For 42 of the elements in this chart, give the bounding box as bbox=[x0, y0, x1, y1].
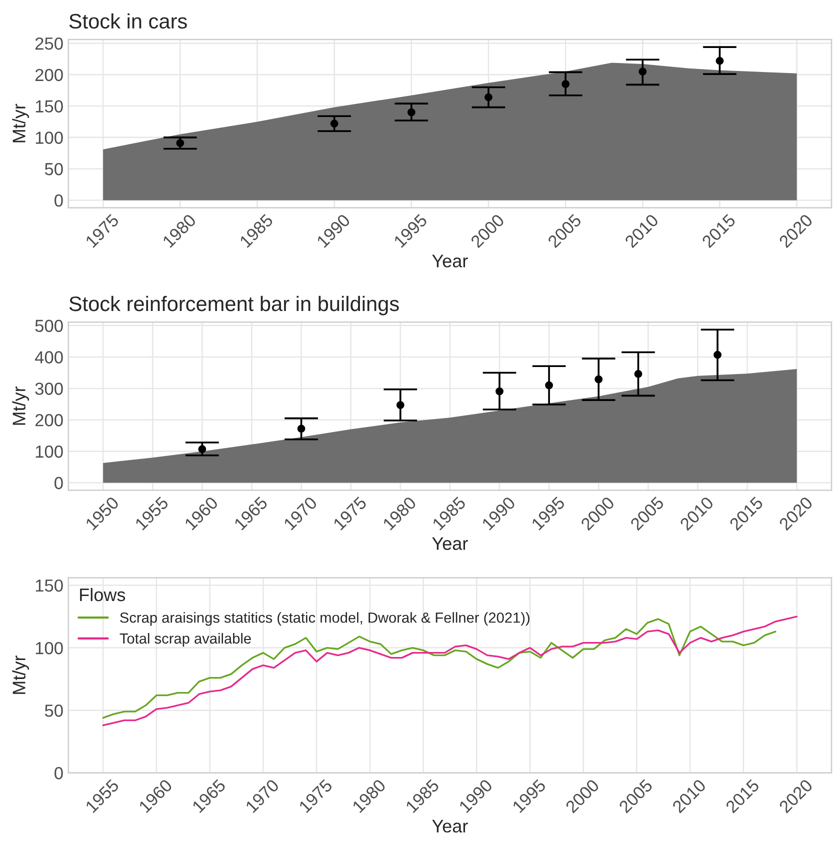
point bbox=[496, 387, 504, 396]
y-tick-label: 150 bbox=[36, 579, 63, 592]
point bbox=[634, 370, 642, 378]
y-tick-label: 200 bbox=[35, 68, 63, 82]
y-tick-label: 50 bbox=[44, 704, 63, 717]
point bbox=[176, 139, 184, 148]
point bbox=[594, 375, 603, 384]
y-axis-title: Mt/yr bbox=[12, 104, 30, 142]
x-axis-title: Year bbox=[432, 254, 468, 268]
point bbox=[638, 68, 647, 76]
y-tick-label: 100 bbox=[36, 445, 63, 458]
y-tick-label: 100 bbox=[36, 642, 63, 654]
y-tick-label: 150 bbox=[36, 100, 63, 113]
point bbox=[562, 80, 570, 88]
x-axis-title: Year bbox=[432, 820, 468, 833]
y-tick-label: 200 bbox=[35, 414, 63, 426]
chart-title: Stock in cars bbox=[69, 13, 187, 29]
point bbox=[545, 381, 553, 390]
y-tick-label: 300 bbox=[35, 382, 63, 395]
legend-title: Flows bbox=[80, 588, 126, 602]
point bbox=[716, 56, 724, 65]
legend-label: Total scrap available bbox=[120, 632, 251, 647]
point bbox=[330, 120, 338, 128]
y-tick-label: 400 bbox=[34, 351, 63, 364]
y-tick-label: 500 bbox=[35, 320, 63, 332]
x-axis-title: Year bbox=[432, 537, 468, 550]
y-tick-label: 0 bbox=[54, 194, 63, 207]
point bbox=[407, 108, 416, 116]
y-tick-label: 0 bbox=[54, 767, 63, 780]
y-tick-label: 50 bbox=[44, 162, 63, 176]
y-tick-label: 250 bbox=[35, 37, 63, 50]
y-tick-label: 0 bbox=[54, 476, 63, 490]
chart-title: Stock reinforcement bar in buildings bbox=[69, 296, 399, 316]
point bbox=[484, 93, 492, 102]
point bbox=[714, 350, 722, 359]
y-axis-title: Mt/yr bbox=[12, 656, 30, 694]
point bbox=[297, 424, 306, 433]
legend-label: Scrap araisings statitics (static model, Dworak & Fellner (2021)) bbox=[120, 612, 530, 626]
y-tick-label: 100 bbox=[36, 132, 63, 144]
y-axis-title: Mt/yr bbox=[12, 386, 30, 425]
point bbox=[396, 401, 404, 410]
point bbox=[198, 445, 206, 454]
